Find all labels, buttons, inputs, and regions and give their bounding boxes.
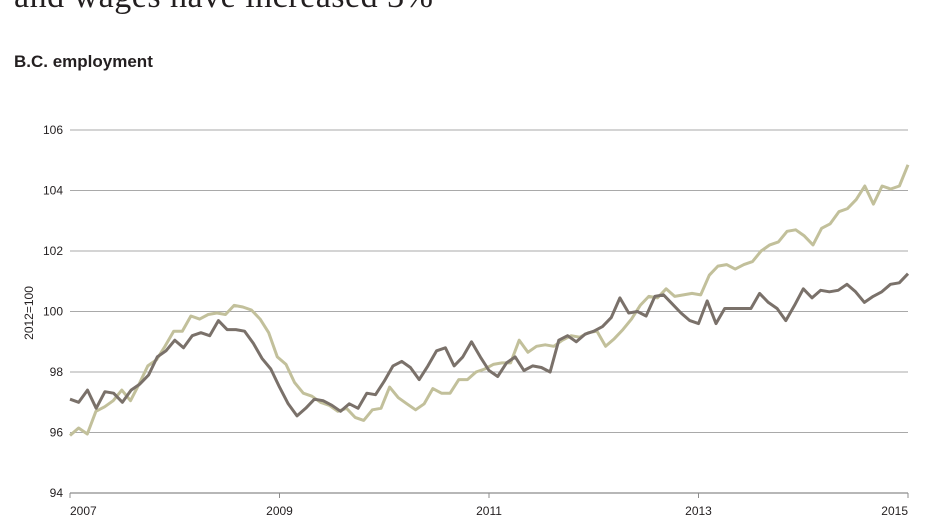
y-tick-label: 96 [50, 426, 64, 440]
chart-headline: and wages have increased 3% [14, 0, 433, 16]
x-tick-label: 2015 [881, 504, 908, 518]
y-tick-label: 100 [43, 305, 63, 319]
series-line-1 [69, 272, 910, 418]
x-tick-label: 2009 [266, 504, 293, 518]
x-tick-label: 2011 [476, 504, 502, 518]
y-tick-label: 98 [50, 365, 64, 379]
y-tick-label: 94 [50, 486, 64, 500]
x-tick-label: 2013 [685, 504, 712, 518]
y-tick-label: 104 [43, 184, 63, 198]
y-axis-ticks: 94 96 98 100 102 104 106 [43, 123, 63, 500]
gridlines [70, 129, 908, 494]
series-lines [69, 164, 910, 437]
y-axis-label: 2012=100 [22, 286, 36, 340]
x-tick-label: 2007 [70, 504, 97, 518]
y-tick-label: 102 [43, 244, 63, 258]
x-axis-ticks: 2007 2009 2011 2013 2015 [69, 493, 909, 518]
chart-subtitle: B.C. employment [14, 52, 153, 71]
series-line-2 [69, 164, 910, 437]
y-tick-label: 106 [43, 123, 63, 137]
